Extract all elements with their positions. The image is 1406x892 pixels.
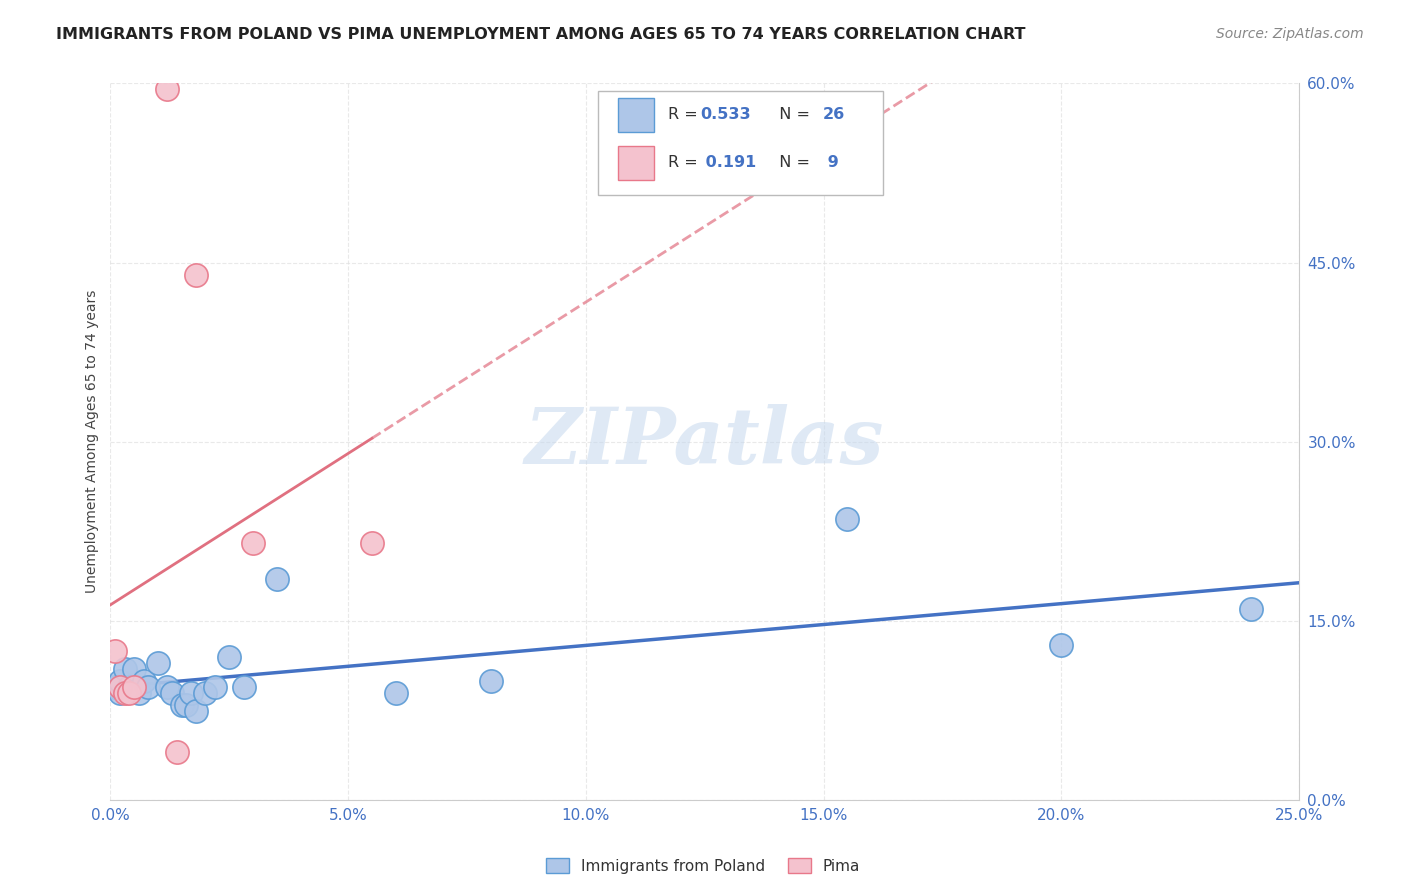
Point (184, 268, 207, 282)
Point (1050, 638, 1073, 652)
Point (837, 512, 859, 526)
Point (108, 673, 131, 688)
Point (146, 656, 169, 670)
Point (104, 680, 127, 694)
Point (218, 649, 240, 664)
Point (242, 536, 264, 550)
Text: Source: ZipAtlas.com: Source: ZipAtlas.com (1216, 27, 1364, 41)
Point (132, 673, 155, 688)
Text: N =: N = (769, 107, 815, 121)
Point (1240, 602, 1263, 616)
Y-axis label: Unemployment Among Ages 65 to 74 years: Unemployment Among Ages 65 to 74 years (86, 290, 100, 593)
Text: 0.533: 0.533 (700, 107, 751, 121)
Point (194, 686, 217, 700)
Point (166, 745, 188, 759)
FancyBboxPatch shape (619, 146, 654, 180)
Point (108, 686, 131, 700)
Point (122, 662, 145, 676)
Point (266, 572, 288, 586)
Text: R =: R = (668, 155, 703, 170)
Point (156, 680, 179, 694)
Point (180, 686, 202, 700)
Point (108, 680, 131, 694)
Point (170, 698, 193, 712)
Point (114, 686, 136, 700)
Point (160, 686, 183, 700)
Point (114, 662, 136, 676)
Point (184, 704, 207, 718)
Text: IMMIGRANTS FROM POLAND VS PIMA UNEMPLOYMENT AMONG AGES 65 TO 74 YEARS CORRELATIO: IMMIGRANTS FROM POLAND VS PIMA UNEMPLOYM… (56, 27, 1026, 42)
Point (128, 686, 150, 700)
Text: 26: 26 (823, 107, 845, 121)
Point (232, 680, 254, 694)
Text: 0.191: 0.191 (700, 155, 756, 170)
Point (104, 644, 127, 658)
Point (118, 686, 141, 700)
Text: N =: N = (769, 155, 815, 170)
Text: R =: R = (668, 107, 703, 121)
Point (384, 686, 406, 700)
Point (138, 680, 160, 694)
FancyBboxPatch shape (598, 91, 883, 194)
Point (479, 673, 502, 688)
Point (204, 680, 226, 694)
Point (118, 680, 141, 694)
Legend: Immigrants from Poland, Pima: Immigrants from Poland, Pima (540, 852, 866, 880)
Point (361, 536, 384, 550)
FancyBboxPatch shape (619, 97, 654, 132)
Point (176, 698, 198, 712)
Point (156, 82, 179, 96)
Point (122, 680, 145, 694)
Text: ZIPatlas: ZIPatlas (524, 403, 884, 480)
Text: 9: 9 (823, 155, 839, 170)
